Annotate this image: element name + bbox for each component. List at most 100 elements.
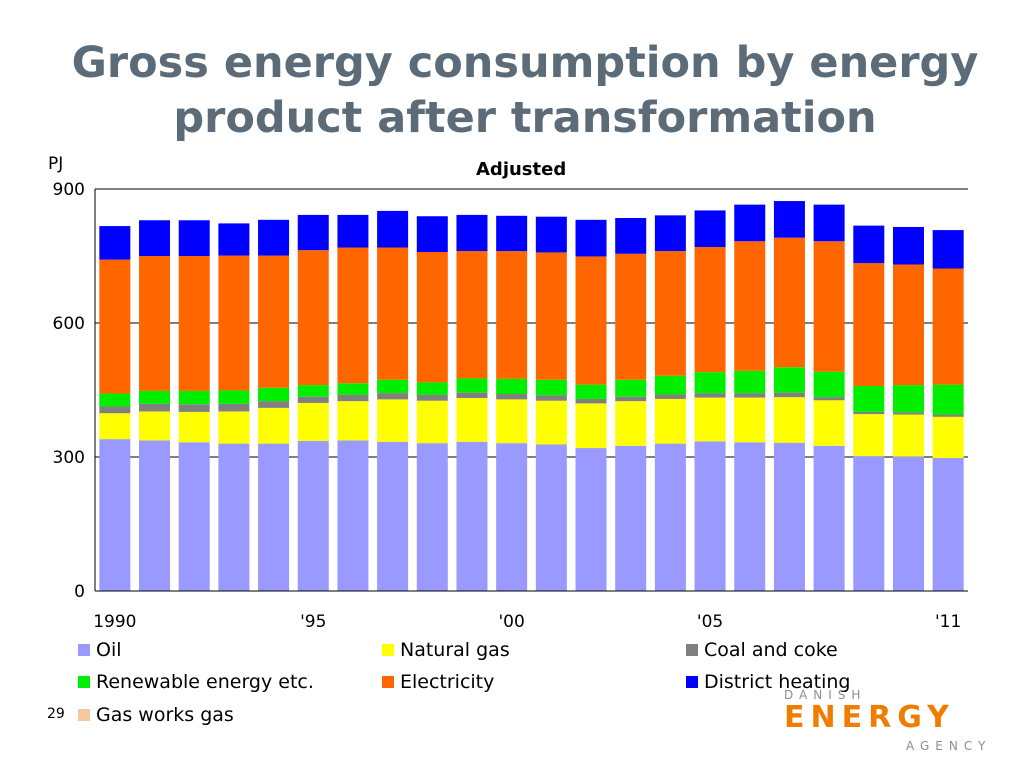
bar-segment-renewable-energy-etc-1999 xyxy=(456,378,488,393)
slide-title-line-2: product after transformation xyxy=(173,93,877,143)
bar-segment-coal-and-coke-1993 xyxy=(218,403,250,412)
logo-agency-text: AGENCY xyxy=(906,739,992,753)
bar-segment-oil-2002 xyxy=(575,448,607,591)
slide-title-line-1: Gross energy consumption by energy xyxy=(71,38,979,88)
bar-segment-oil-2008 xyxy=(813,445,845,591)
legend-label: Coal and coke xyxy=(704,639,838,661)
bar-segment-oil-2006 xyxy=(734,442,766,591)
bar-segment-coal-and-coke-1998 xyxy=(416,394,448,401)
bar-segment-natural-gas-2001 xyxy=(535,400,567,445)
bar-segment-district-heating-2009 xyxy=(853,225,885,264)
bar-segment-electricity-2004 xyxy=(654,251,686,376)
bar-segment-electricity-2009 xyxy=(853,263,885,386)
legend-swatch xyxy=(78,644,90,656)
bar-segment-district-heating-2010 xyxy=(892,226,924,265)
legend-label: Gas works gas xyxy=(96,704,234,726)
bar-segment-coal-and-coke-1991 xyxy=(139,403,171,412)
bar-segment-renewable-energy-etc-2008 xyxy=(813,371,845,398)
bar-segment-coal-and-coke-1995 xyxy=(297,396,329,403)
x-tick-label: '11 xyxy=(935,612,961,632)
logo-energy-text: ENERGY xyxy=(784,700,955,735)
bar-segment-natural-gas-2003 xyxy=(615,401,647,446)
bar-segment-renewable-energy-etc-1997 xyxy=(377,379,409,394)
x-tick-label: 1990 xyxy=(93,612,136,632)
legend-swatch xyxy=(382,644,394,656)
bar-segment-natural-gas-2010 xyxy=(892,414,924,457)
bar-segment-coal-and-coke-2000 xyxy=(496,394,528,400)
y-tick-label: 900 xyxy=(53,180,85,200)
bar-segment-district-heating-1998 xyxy=(416,216,448,252)
bar-segment-district-heating-1995 xyxy=(297,214,329,251)
bar-segment-district-heating-2011 xyxy=(932,230,964,269)
bar-segment-electricity-2000 xyxy=(496,251,528,379)
bar-segment-natural-gas-2011 xyxy=(932,416,964,458)
bar-segment-natural-gas-2004 xyxy=(654,398,686,444)
legend-swatch xyxy=(686,644,698,656)
bar-segment-oil-1994 xyxy=(258,443,290,591)
legend-item-coal-and-coke: Coal and coke xyxy=(686,637,838,663)
bar-segment-district-heating-1999 xyxy=(456,214,488,252)
bar-segment-oil-2010 xyxy=(892,456,924,591)
bar-segment-oil-2011 xyxy=(932,457,964,591)
bar-segment-electricity-2006 xyxy=(734,241,766,371)
bar-segment-natural-gas-1995 xyxy=(297,402,329,441)
bar-segment-renewable-energy-etc-1991 xyxy=(139,390,171,404)
bar-segment-coal-and-coke-2003 xyxy=(615,396,647,402)
bar-segment-natural-gas-2006 xyxy=(734,397,766,443)
bar-segment-electricity-2003 xyxy=(615,253,647,380)
bar-segment-coal-and-coke-2011 xyxy=(932,414,964,417)
bar-segment-oil-1995 xyxy=(297,440,329,591)
bar-segment-electricity-1997 xyxy=(377,247,409,380)
page-number: 29 xyxy=(47,706,65,722)
bar-segment-renewable-energy-etc-1998 xyxy=(416,382,448,395)
bar-segment-natural-gas-1992 xyxy=(178,411,210,443)
bar-segment-natural-gas-2000 xyxy=(496,399,528,444)
bar-segment-renewable-energy-etc-2004 xyxy=(654,375,686,395)
bar-segment-renewable-energy-etc-2002 xyxy=(575,384,607,399)
bar-segment-electricity-2007 xyxy=(773,237,805,368)
x-tick-label: '95 xyxy=(300,612,326,632)
bar-segment-electricity-1991 xyxy=(139,256,171,391)
bar-segment-electricity-2005 xyxy=(694,247,726,373)
y-tick-label: 600 xyxy=(53,314,85,334)
bar-segment-district-heating-2000 xyxy=(496,215,528,252)
bar-segment-oil-1992 xyxy=(178,442,210,591)
bar-segment-electricity-2010 xyxy=(892,264,924,386)
y-axis-unit-label: PJ xyxy=(48,154,64,174)
legend-label: District heating xyxy=(704,671,851,693)
bar-segment-renewable-energy-etc-2011 xyxy=(932,384,964,415)
bar-segment-coal-and-coke-2010 xyxy=(892,412,924,415)
bar-segment-natural-gas-1991 xyxy=(139,411,171,441)
bar-segment-renewable-energy-etc-2005 xyxy=(694,372,726,394)
bar-segment-electricity-1993 xyxy=(218,255,250,391)
bar-segment-coal-and-coke-2007 xyxy=(773,392,805,398)
x-tick-label: '05 xyxy=(697,612,723,632)
bar-segment-electricity-1994 xyxy=(258,255,290,388)
bar-segment-oil-2004 xyxy=(654,443,686,591)
bar-segment-natural-gas-2007 xyxy=(773,397,805,443)
bar-segment-district-heating-1991 xyxy=(139,220,171,256)
bar-segment-coal-and-coke-1997 xyxy=(377,393,409,400)
bar-segment-district-heating-2001 xyxy=(535,216,567,253)
bar-segment-oil-2009 xyxy=(853,456,885,591)
bar-segment-coal-and-coke-1992 xyxy=(178,404,210,412)
bar-segment-electricity-1996 xyxy=(337,247,369,384)
bar-segment-electricity-2001 xyxy=(535,252,567,380)
bar-segment-renewable-energy-etc-2001 xyxy=(535,379,567,396)
legend-item-renewable-energy-etc: Renewable energy etc. xyxy=(78,669,314,695)
bar-segment-oil-2003 xyxy=(615,445,647,591)
bar-segment-district-heating-2007 xyxy=(773,201,805,238)
bar-segment-renewable-energy-etc-1992 xyxy=(178,390,210,405)
bar-segment-renewable-energy-etc-2006 xyxy=(734,370,766,394)
bar-segment-electricity-1999 xyxy=(456,251,488,379)
bar-segment-electricity-1995 xyxy=(297,250,329,386)
bar-segment-district-heating-1996 xyxy=(337,214,369,248)
bar-segment-coal-and-coke-1994 xyxy=(258,401,290,408)
bar-segment-oil-1993 xyxy=(218,443,250,591)
bar-segment-natural-gas-1999 xyxy=(456,398,488,442)
bar-segment-oil-2007 xyxy=(773,442,805,591)
bar-segment-oil-1998 xyxy=(416,443,448,591)
bar-segment-renewable-energy-etc-1990 xyxy=(99,393,131,407)
bar-segment-natural-gas-2008 xyxy=(813,400,845,446)
danish-energy-agency-logo: DANISH ENERGY AGENCY xyxy=(756,688,996,760)
